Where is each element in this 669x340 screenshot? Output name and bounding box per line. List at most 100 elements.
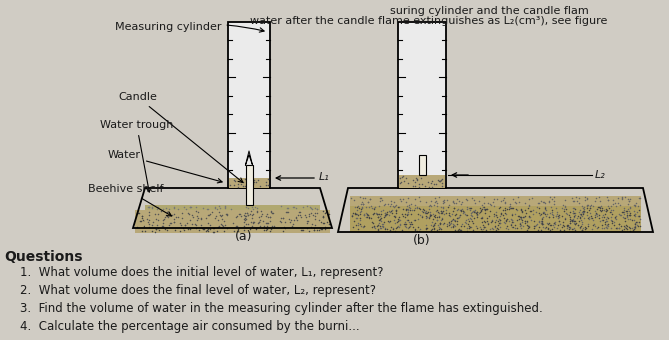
Point: [373, 211, 383, 217]
Point: [625, 206, 636, 211]
Point: [264, 218, 275, 224]
Point: [614, 212, 625, 217]
Point: [465, 207, 476, 213]
Point: [161, 212, 172, 218]
Point: [446, 220, 456, 225]
Point: [502, 217, 512, 222]
Point: [547, 208, 557, 213]
Point: [569, 221, 579, 226]
Text: Candle: Candle: [118, 92, 243, 183]
Point: [601, 226, 612, 231]
Point: [242, 211, 253, 216]
Point: [626, 225, 637, 231]
Point: [168, 216, 179, 222]
Point: [210, 204, 221, 209]
Point: [138, 223, 149, 228]
Point: [210, 213, 221, 218]
Point: [289, 217, 300, 222]
Point: [162, 221, 173, 226]
Point: [565, 209, 575, 215]
Point: [365, 203, 376, 209]
Point: [403, 181, 413, 186]
Point: [217, 217, 227, 222]
Point: [361, 212, 372, 217]
Point: [165, 221, 175, 226]
Point: [427, 219, 438, 224]
Point: [460, 213, 471, 218]
Point: [135, 218, 146, 224]
Point: [306, 224, 316, 229]
Point: [444, 212, 454, 218]
Point: [569, 199, 579, 204]
Point: [305, 204, 316, 209]
Point: [375, 213, 386, 218]
Point: [432, 200, 443, 205]
Point: [422, 225, 433, 231]
Point: [533, 200, 544, 206]
Point: [565, 214, 575, 219]
Point: [508, 220, 518, 225]
Point: [622, 223, 632, 229]
Point: [605, 207, 616, 212]
Point: [234, 223, 245, 229]
Point: [632, 214, 643, 219]
Point: [235, 211, 246, 217]
Point: [458, 209, 469, 215]
Point: [614, 221, 625, 227]
Point: [150, 211, 161, 217]
Point: [288, 206, 298, 211]
Point: [587, 223, 598, 228]
Point: [559, 208, 570, 214]
Point: [563, 223, 573, 228]
Point: [511, 207, 522, 212]
Point: [416, 175, 427, 181]
Point: [448, 199, 458, 204]
Point: [374, 216, 385, 222]
Point: [442, 198, 452, 203]
Point: [414, 184, 425, 190]
Point: [151, 206, 162, 211]
Point: [499, 221, 510, 226]
Point: [351, 216, 362, 221]
Point: [471, 209, 482, 215]
Point: [622, 214, 632, 219]
Point: [268, 210, 278, 216]
Point: [304, 218, 314, 223]
Point: [537, 216, 548, 221]
Point: [347, 224, 358, 230]
Point: [582, 202, 593, 207]
Point: [584, 210, 595, 216]
Point: [411, 205, 422, 211]
Point: [353, 212, 363, 217]
Point: [229, 205, 240, 210]
Point: [147, 209, 157, 214]
Point: [317, 208, 328, 214]
Point: [524, 208, 535, 214]
Point: [219, 205, 230, 211]
Point: [438, 205, 448, 211]
Point: [383, 202, 393, 207]
Point: [436, 210, 446, 216]
Point: [438, 204, 448, 209]
Point: [368, 224, 379, 230]
Point: [290, 223, 300, 228]
Point: [433, 209, 444, 215]
Point: [476, 216, 487, 221]
Point: [163, 214, 174, 220]
Point: [630, 211, 640, 216]
Point: [619, 223, 630, 228]
Point: [410, 217, 421, 223]
Point: [354, 221, 365, 227]
Point: [414, 181, 425, 186]
Point: [549, 221, 559, 226]
Point: [411, 228, 422, 233]
Point: [182, 220, 193, 226]
Point: [416, 209, 427, 214]
Point: [260, 216, 271, 221]
Point: [203, 227, 213, 232]
Point: [540, 225, 551, 231]
Point: [271, 215, 282, 220]
Point: [213, 213, 223, 218]
Point: [481, 206, 492, 211]
Point: [397, 227, 408, 232]
